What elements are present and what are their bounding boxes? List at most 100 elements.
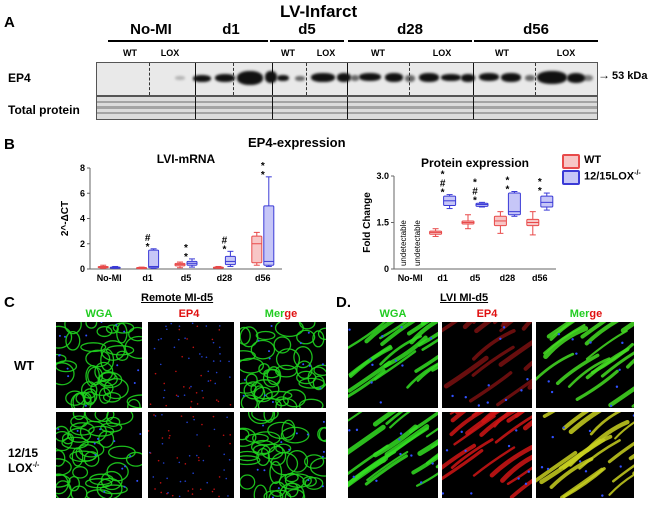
row-label-lox: LOX-/- <box>8 461 39 475</box>
signal-dot <box>186 421 188 424</box>
nucleus-dot <box>295 432 298 435</box>
significance-mark: * <box>261 161 265 172</box>
cell-outline <box>269 460 283 485</box>
cell-outline <box>127 398 141 408</box>
x-tick-label: d28 <box>217 273 233 283</box>
cell-outline <box>251 412 279 422</box>
signal-dot <box>170 322 173 325</box>
fiber <box>608 473 634 496</box>
cell-outline <box>90 380 114 397</box>
fiber <box>479 412 517 437</box>
panel-c-letter: C <box>4 294 15 311</box>
fiber <box>383 335 428 368</box>
y-axis-label: Fold Change <box>362 192 373 253</box>
signal-dot <box>178 461 181 464</box>
cell-outline <box>267 445 287 466</box>
nucleus-dot <box>306 433 309 436</box>
row-label-lox-sup: -/- <box>32 462 40 469</box>
group-label-d5: d5 <box>298 21 316 38</box>
nucleus-dot <box>601 494 604 497</box>
signal-dot <box>159 363 162 366</box>
nucleus-dot <box>243 378 246 381</box>
nucleus-dot <box>445 449 449 452</box>
signal-dot <box>209 379 212 382</box>
signal-dot <box>160 337 162 340</box>
cell-outline <box>261 443 284 460</box>
cell-outline <box>125 451 142 467</box>
cell-outline <box>69 422 95 436</box>
undetectable-label: undetectable <box>399 220 408 266</box>
x-tick-label: d56 <box>532 273 548 283</box>
fiber <box>415 472 438 487</box>
fiber <box>568 412 602 435</box>
legend-label-lox: 12/15LOX-/- <box>584 170 641 183</box>
cell-outline <box>279 482 305 498</box>
signal-dot <box>192 472 194 474</box>
y-tick-label: 0 <box>80 264 85 274</box>
cell-outline <box>71 447 84 467</box>
nucleus-dot <box>280 441 283 444</box>
nucleus-dot <box>288 448 291 451</box>
signal-dot <box>157 459 160 462</box>
nucleus-dot <box>442 492 445 495</box>
signal-dot <box>192 346 195 349</box>
micrograph-d-wt-ep4 <box>442 322 532 408</box>
cell-outline <box>247 412 274 425</box>
nucleus-dot <box>136 479 139 482</box>
fiber <box>506 412 525 423</box>
nucleus-dot <box>116 364 119 367</box>
significance-mark: # <box>440 179 446 190</box>
cell-outline <box>296 370 317 385</box>
signal-dot <box>163 389 166 392</box>
channel-label-merge: Merge <box>238 308 324 320</box>
nucleus-dot <box>103 490 106 493</box>
y-tick-label: 2 <box>80 239 85 249</box>
fiber <box>348 322 386 350</box>
cell-outline <box>256 447 270 467</box>
fiber <box>543 326 589 360</box>
nucleus-dot <box>262 424 265 427</box>
lane-label: LOX <box>160 48 180 58</box>
panel-d-letter: D. <box>336 294 351 311</box>
nucleus-dot <box>399 452 402 456</box>
merge-green-part: Mer <box>264 308 285 320</box>
nucleus-dot <box>464 449 467 453</box>
signal-dot <box>176 457 179 459</box>
nucleus-dot <box>115 323 118 326</box>
nucleus-dot <box>487 384 490 387</box>
signal-dot <box>219 353 221 355</box>
fiber <box>567 357 611 388</box>
signal-dot <box>211 490 214 493</box>
fiber <box>385 412 404 425</box>
cell-outline <box>85 349 111 368</box>
cell-outline <box>263 490 284 498</box>
nucleus-dot <box>123 330 126 333</box>
fiber <box>417 439 438 456</box>
cell-outline <box>240 474 256 490</box>
signal-dot <box>173 346 176 349</box>
fiber <box>498 339 532 367</box>
nucleus-dot <box>308 364 311 367</box>
signal-dot <box>184 337 186 339</box>
cell-outline <box>240 382 257 394</box>
signal-dot <box>183 386 185 388</box>
cell-outline <box>64 322 82 335</box>
signal-dot <box>206 481 209 484</box>
significance-mark: * <box>184 252 188 263</box>
signal-dot <box>205 356 208 359</box>
nucleus-dot <box>96 437 99 440</box>
signal-dot <box>162 462 165 464</box>
fiber <box>406 362 438 389</box>
cell-outline <box>255 330 276 341</box>
nucleus-dot <box>410 454 413 457</box>
cell-outline <box>263 412 276 423</box>
signal-dot <box>161 442 164 445</box>
panel-b-letter: B <box>4 136 15 153</box>
signal-dot <box>215 399 218 401</box>
fiber <box>472 329 516 361</box>
fiber <box>555 353 600 386</box>
cell-outline <box>99 484 128 495</box>
nucleus-dot <box>369 358 372 361</box>
cell-outline <box>70 415 89 428</box>
cell-outline <box>94 412 115 423</box>
